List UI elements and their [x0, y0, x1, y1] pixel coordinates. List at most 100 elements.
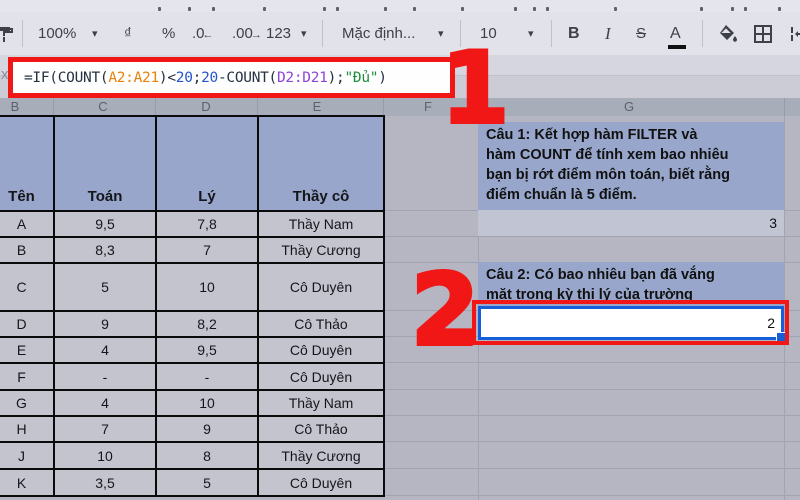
table-cell[interactable]: G [0, 391, 55, 417]
column-header-B[interactable]: B [10, 99, 20, 114]
cell-question-1[interactable]: Câu 1: Kết hợp hàm FILTER và hàm COUNT đ… [478, 122, 784, 210]
table-cell[interactable]: 8,2 [157, 312, 259, 338]
table-cell[interactable]: H [0, 417, 55, 443]
table-cell[interactable]: F [0, 364, 55, 391]
chevron-down-icon[interactable]: ▾ [438, 28, 444, 40]
chevron-down-icon[interactable]: ▾ [301, 28, 307, 40]
formula-segment: 20 [201, 69, 218, 86]
header-cell[interactable]: Lý [157, 117, 259, 212]
table-cell[interactable]: Cô Duyên [259, 338, 385, 364]
header-cell[interactable]: Toán [55, 117, 157, 212]
text-color-button[interactable]: A [668, 12, 800, 55]
decrease-decimal-button[interactable]: .0 ← [192, 25, 214, 42]
menu-text-fragment [546, 7, 549, 11]
header-cell[interactable]: Thầy cô [259, 117, 385, 212]
menu-text-fragment [700, 7, 703, 11]
menu-text-fragment [212, 7, 215, 11]
formula-input[interactable]: =IF(COUNT(A2:A21)<20;20-COUNT(D2:D21);"Đ… [8, 57, 455, 98]
header-cell[interactable]: Tên [0, 117, 55, 212]
table-row: D 9 8,2 Cô Thảo [0, 312, 385, 338]
column-header-D[interactable]: D [201, 99, 211, 114]
table-cell[interactable]: - [55, 364, 157, 391]
table-row: G 4 10 Thầy Nam [0, 391, 385, 417]
format-percent-button[interactable]: % [162, 25, 176, 42]
table-header-row: Tên Toán Lý Thầy cô [0, 117, 385, 212]
font-size-select[interactable]: 10 [480, 25, 497, 42]
table-cell[interactable]: 5 [157, 470, 259, 497]
grid-line [383, 495, 800, 496]
table-cell[interactable]: E [0, 338, 55, 364]
table-cell[interactable]: Thầy Cương [259, 238, 385, 264]
grid-line [383, 441, 800, 442]
table-cell[interactable]: C [0, 264, 55, 312]
table-cell[interactable]: 4 [55, 338, 157, 364]
italic-button[interactable]: I [605, 23, 611, 43]
fill-color-icon[interactable] [716, 12, 740, 55]
column-header-F[interactable]: F [424, 99, 432, 114]
table-cell[interactable]: J [0, 443, 55, 470]
table-cell[interactable]: Cô Duyên [259, 364, 385, 391]
chevron-down-icon[interactable]: ▾ [528, 28, 534, 40]
table-cell[interactable]: Thầy Nam [259, 212, 385, 238]
table-cell[interactable]: Cô Duyên [259, 264, 385, 312]
formula-segment: ; [192, 69, 202, 86]
table-cell[interactable]: D [0, 312, 55, 338]
column-header-G[interactable]: G [623, 99, 635, 114]
grid-line [383, 362, 800, 363]
table-cell[interactable]: 9,5 [157, 338, 259, 364]
grid-line [383, 389, 800, 390]
table-row: A 9,5 7,8 Thầy Nam [0, 212, 385, 238]
formula-segment: A2:A21 [108, 69, 159, 86]
table-cell[interactable]: Cô Duyên [259, 470, 385, 497]
font-family-select[interactable]: Mặc định... [342, 25, 416, 42]
table-cell[interactable]: A [0, 212, 55, 238]
table-cell[interactable]: 7 [55, 417, 157, 443]
format-currency-button[interactable]: ₫ [124, 25, 132, 42]
formula-segment: ) [378, 69, 387, 86]
strikethrough-button[interactable]: S [636, 25, 647, 42]
table-cell[interactable]: Cô Thảo [259, 417, 385, 443]
zoom-select[interactable]: 100% [38, 25, 77, 42]
table-cell[interactable]: 8,3 [55, 238, 157, 264]
table-cell[interactable]: 10 [55, 443, 157, 470]
formula-segment: )< [158, 69, 176, 86]
table-cell[interactable]: 10 [157, 391, 259, 417]
table-cell[interactable]: B [0, 238, 55, 264]
grid-line [383, 415, 800, 416]
arrow-right-icon: → [250, 29, 262, 41]
column-header-C[interactable]: C [98, 99, 108, 114]
more-formats-button[interactable]: 123 [266, 25, 292, 42]
table-cell[interactable]: 7 [157, 238, 259, 264]
table-cell[interactable]: 5 [55, 264, 157, 312]
cell-question-2[interactable]: Câu 2: Có bao nhiêu bạn đã vắng mặt tron… [478, 262, 784, 306]
merge-cells-icon[interactable] [788, 12, 800, 55]
table-cell[interactable]: 10 [157, 264, 259, 312]
table-cell[interactable]: 9 [157, 417, 259, 443]
table-cell[interactable]: 9,5 [55, 212, 157, 238]
table-row: C 5 10 Cô Duyên [0, 264, 385, 312]
formula-segment: ); [327, 69, 345, 86]
column-header-E[interactable]: E [312, 99, 322, 114]
formula-segment: -COUNT( [217, 69, 277, 86]
table-cell[interactable]: - [157, 364, 259, 391]
table-cell[interactable]: Thầy Cương [259, 443, 385, 470]
table-cell[interactable]: 9 [55, 312, 157, 338]
selected-cell-answer-2[interactable]: 2 [478, 306, 786, 342]
cell-answer-1[interactable]: 3 [478, 210, 784, 236]
table-cell[interactable]: 7,8 [157, 212, 259, 238]
increase-decimal-button[interactable]: .00 → [232, 25, 262, 42]
text-color-swatch [668, 45, 686, 49]
table-cell[interactable]: 4 [55, 391, 157, 417]
menu-text-fragment [158, 7, 161, 11]
table-row: J 10 8 Thầy Cương [0, 443, 385, 470]
bold-button[interactable]: B [568, 24, 580, 42]
table-cell[interactable]: 3,5 [55, 470, 157, 497]
borders-icon[interactable] [751, 12, 775, 55]
table-cell[interactable]: Cô Thảo [259, 312, 385, 338]
table-cell[interactable]: K [0, 470, 55, 497]
table-cell[interactable]: 8 [157, 443, 259, 470]
paint-format-icon[interactable] [0, 12, 18, 55]
table-cell[interactable]: Thầy Nam [259, 391, 385, 417]
column-header-strip: B C D E F G [0, 98, 800, 116]
chevron-down-icon[interactable]: ▾ [92, 28, 98, 40]
